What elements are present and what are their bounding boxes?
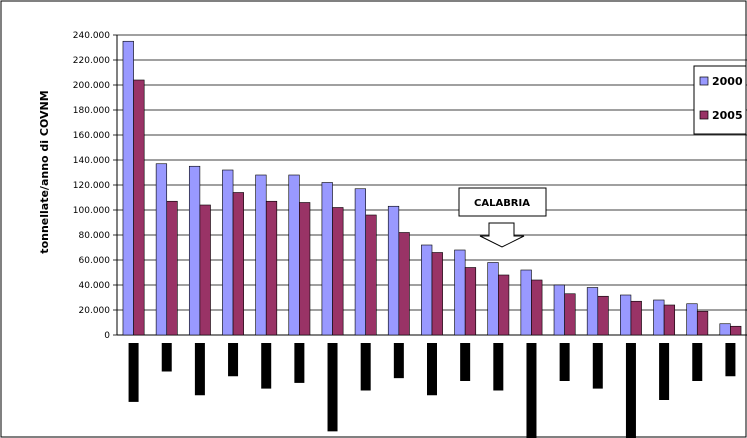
bar-2005-16 bbox=[630, 300, 642, 336]
bar-2005-3 bbox=[199, 204, 211, 336]
category-label-11 bbox=[460, 343, 471, 381]
legend-label-2005: 2005 bbox=[712, 109, 743, 122]
category-label-19 bbox=[725, 343, 736, 377]
category-label-8 bbox=[360, 343, 371, 391]
bar-2000-1 bbox=[122, 40, 134, 336]
bar-2005-8 bbox=[365, 214, 377, 336]
bar-2000-18 bbox=[686, 303, 698, 336]
bar-2005-13 bbox=[531, 279, 543, 336]
y-tick-label: 160.000 bbox=[73, 131, 110, 141]
category-label-6 bbox=[294, 343, 305, 383]
legend-label-2000: 2000 bbox=[712, 75, 743, 88]
category-label-14 bbox=[559, 343, 570, 381]
legend-swatch-2000 bbox=[699, 76, 709, 86]
bar-2005-6 bbox=[299, 202, 311, 336]
bar-2000-14 bbox=[553, 284, 565, 336]
bar-2000-9 bbox=[387, 205, 400, 336]
y-tick-label: 80.000 bbox=[79, 231, 111, 241]
bar-2005-11 bbox=[464, 267, 477, 336]
category-label-5 bbox=[261, 343, 272, 389]
category-label-7 bbox=[327, 343, 338, 432]
bar-2000-7 bbox=[321, 182, 333, 336]
bar-2000-17 bbox=[653, 299, 665, 336]
bar-2000-2 bbox=[155, 163, 168, 336]
bar-2005-1 bbox=[133, 79, 145, 336]
bar-2005-10 bbox=[431, 252, 443, 336]
bar-2005-18 bbox=[696, 310, 709, 336]
y-tick-label: 240.000 bbox=[73, 31, 110, 41]
category-label-15 bbox=[592, 343, 603, 389]
bars bbox=[122, 40, 742, 336]
y-tick-label: 100.000 bbox=[73, 206, 110, 216]
y-tick-label: 140.000 bbox=[73, 156, 110, 166]
category-label-9 bbox=[393, 343, 404, 379]
callout-arrow bbox=[479, 222, 525, 248]
y-tick-label: 40.000 bbox=[79, 281, 111, 291]
category-label-1 bbox=[128, 343, 139, 402]
bar-2000-16 bbox=[620, 294, 632, 336]
y-tick-label: 60.000 bbox=[79, 256, 111, 266]
bar-2005-5 bbox=[265, 200, 278, 336]
bar-2005-7 bbox=[332, 207, 344, 336]
y-tick-label: 200.000 bbox=[73, 81, 110, 91]
legend-swatch-2005 bbox=[699, 110, 709, 120]
callout-text: CALABRIA bbox=[474, 198, 530, 209]
category-label-16 bbox=[625, 343, 636, 438]
y-tick-label: 180.000 bbox=[73, 106, 110, 116]
bar-2005-19 bbox=[730, 325, 742, 336]
bar-2005-12 bbox=[498, 274, 510, 336]
bar-2000-15 bbox=[586, 287, 599, 336]
legend: 2000 2005 bbox=[693, 65, 747, 135]
bar-2005-14 bbox=[564, 293, 576, 336]
y-tick-label: 220.000 bbox=[73, 56, 110, 66]
bar-2000-19 bbox=[719, 323, 731, 336]
bar-2005-2 bbox=[166, 200, 178, 336]
bar-2005-17 bbox=[663, 304, 676, 336]
bar-2000-8 bbox=[354, 188, 366, 336]
category-label-3 bbox=[194, 343, 205, 396]
bar-2000-12 bbox=[487, 262, 499, 336]
bar-2000-4 bbox=[222, 169, 234, 336]
bar-2000-3 bbox=[188, 165, 201, 336]
category-label-10 bbox=[427, 343, 437, 396]
category-label-18 bbox=[692, 343, 703, 381]
bar-2000-6 bbox=[288, 174, 300, 336]
bar-2000-13 bbox=[520, 269, 532, 336]
category-label-17 bbox=[659, 343, 670, 400]
category-label-12 bbox=[493, 343, 504, 391]
bar-2005-4 bbox=[232, 192, 244, 336]
bar-2000-10 bbox=[421, 244, 433, 336]
category-label-4 bbox=[228, 343, 239, 377]
y-axis: 0 20.000 40.000 60.000 80.000 100.000 120.000 1… bbox=[73, 31, 747, 341]
category-label-bars bbox=[128, 343, 736, 438]
bar-2000-11 bbox=[454, 249, 466, 336]
callout-calabria: CALABRIA bbox=[458, 187, 547, 248]
bar-2005-15 bbox=[597, 295, 609, 336]
y-tick-label: 0 bbox=[104, 331, 110, 341]
y-tick-label: 20.000 bbox=[79, 306, 111, 316]
category-label-13 bbox=[526, 343, 537, 438]
y-tick-label: 120.000 bbox=[73, 181, 110, 191]
callout-box bbox=[458, 187, 547, 217]
bar-2005-9 bbox=[398, 232, 410, 336]
category-label-2 bbox=[161, 343, 172, 372]
bar-2000-5 bbox=[255, 174, 267, 336]
y-axis-title: tonnellate/anno di COVNM bbox=[38, 90, 51, 253]
